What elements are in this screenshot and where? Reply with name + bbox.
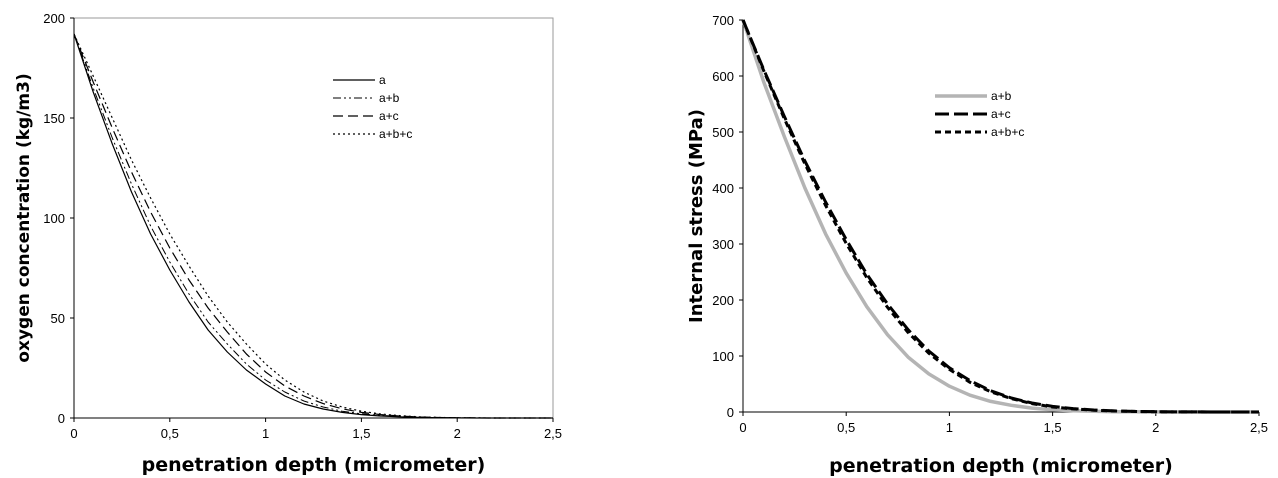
y-tick-label: 200 [43,11,65,26]
x-tick-label: 2 [454,426,461,441]
x-tick-label: 1 [946,420,953,435]
y-tick-label: 200 [712,293,734,308]
legend-label: a+b+c [991,125,1024,139]
y-tick-label: 150 [43,111,65,126]
y-tick-label: 0 [58,411,65,426]
plot-frame [743,20,1259,412]
legend: a+b a+c a+b+c [935,89,1024,139]
series-line-a-c [73,33,553,419]
legend: a a+b a+c a+b+c [333,73,412,141]
series-line-a [73,33,553,419]
legend-label: a+b+c [379,127,412,141]
x-tick-label: 0 [739,420,746,435]
legend-label: a+c [379,109,399,123]
series-line-a-b-c [73,33,553,419]
y-axis-title: oxygen concentration (kg/m3) [14,73,34,362]
chart-internal-stress: 0 0,5 1 1,5 2 2,5 0 100 200 300 400 500 600 700 penetr… [686,13,1268,477]
chart-oxygen-concentration: 0 0,5 1 1,5 2 2,5 0 50 100 150 200 penetration dept… [14,11,562,476]
y-tick-label: 0 [727,405,734,420]
series-line-a-b [741,19,1259,414]
x-axis-title: penetration depth (micrometer) [829,455,1173,477]
x-tick-label: 2,5 [544,426,562,441]
x-tick-label: 0 [70,426,77,441]
y-tick-label: 300 [712,237,734,252]
y-tick-label: 50 [51,311,65,326]
plot-frame [73,17,554,419]
y-tick-label: 600 [712,69,734,84]
series-line-a-c [741,19,1259,414]
x-tick-label: 1 [262,426,269,441]
y-tick-label: 100 [712,349,734,364]
x-tick-label: 0,5 [161,426,179,441]
x-tick-label: 1,5 [1044,420,1062,435]
legend-label: a+b [379,91,400,105]
x-tick-label: 2,5 [1250,420,1268,435]
legend-label: a [379,73,386,87]
series-line-a-b [73,33,553,419]
x-tick-label: 0,5 [837,420,855,435]
x-tick-label: 2 [1152,420,1159,435]
series-line-a-b-c [741,19,1259,414]
y-tick-label: 500 [712,125,734,140]
y-tick-label: 700 [712,13,734,28]
x-axis-title: penetration depth (micrometer) [142,454,486,476]
legend-label: a+b [991,89,1012,103]
x-tick-label: 1,5 [352,426,370,441]
y-tick-label: 100 [43,211,65,226]
legend-label: a+c [991,107,1011,121]
y-tick-label: 400 [712,181,734,196]
y-axis-title: Internal stress (MPa) [686,109,707,323]
